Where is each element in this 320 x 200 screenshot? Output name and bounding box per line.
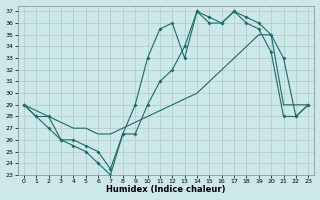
X-axis label: Humidex (Indice chaleur): Humidex (Indice chaleur) [106, 185, 226, 194]
